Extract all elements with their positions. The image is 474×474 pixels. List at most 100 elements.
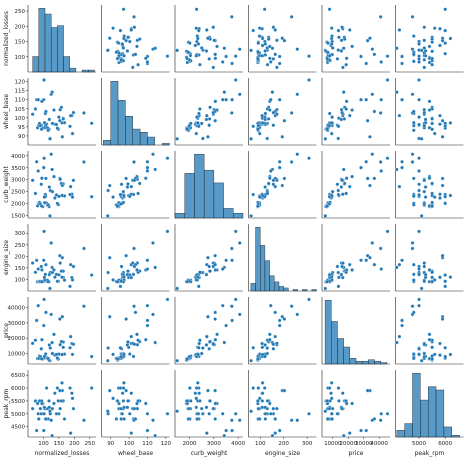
scatter-point [336, 192, 341, 197]
scatter-point [430, 275, 434, 280]
scatter-point [136, 191, 140, 196]
scatter-point [419, 286, 424, 291]
hist-bar [404, 423, 413, 438]
scatter-point [204, 405, 209, 410]
scatter-point [55, 126, 60, 131]
y-tick-label: 90 [18, 134, 25, 140]
scatter-point [237, 47, 242, 52]
scatter-point [329, 26, 334, 30]
scatter-point [443, 279, 448, 284]
scatter-point [438, 341, 442, 346]
scatter-point [336, 136, 341, 141]
scatter-point [323, 136, 328, 141]
scatter-point [341, 65, 345, 70]
scatter-point [365, 176, 370, 181]
scatter-point [251, 386, 256, 390]
scatter-point [422, 354, 427, 359]
scatter-point [260, 345, 265, 350]
scatter-point [89, 386, 94, 390]
scatter-point [229, 304, 234, 309]
scatter-point [397, 184, 402, 189]
scatter-point [347, 28, 352, 32]
scatter-point [39, 182, 44, 187]
scatter-point [325, 399, 330, 403]
scatter-point [417, 182, 421, 187]
scatter-point [68, 113, 73, 118]
scatter-point [89, 354, 94, 359]
scatter-point [271, 182, 276, 187]
scatter-point [132, 264, 137, 269]
scatter-point [119, 354, 124, 359]
scatter-point [271, 25, 276, 30]
scatter-point [153, 46, 158, 51]
scatter-point [326, 41, 330, 45]
scatter-point [107, 314, 112, 319]
scatter-point [417, 60, 421, 64]
scatter-point [256, 50, 260, 55]
x-tick-label: 4000 [231, 441, 245, 447]
scatter-point [337, 399, 341, 403]
y-axis-label: peak_rpm [3, 388, 10, 418]
scatter-point [430, 204, 434, 208]
x-tick-label: 2000 [183, 441, 197, 447]
scatter-point [145, 318, 150, 323]
scatter-point [71, 264, 76, 269]
scatter-point [336, 270, 341, 275]
scatter-point [422, 279, 427, 284]
scatter-point [208, 339, 212, 344]
y-axis-label: engine_size [3, 240, 10, 275]
scatter-point [265, 62, 270, 67]
y-tick-label: 300 [15, 231, 26, 237]
scatter-point [263, 343, 267, 347]
scatter-point [213, 310, 218, 315]
scatter-point [49, 418, 54, 423]
scatter-point [118, 345, 123, 350]
scatter-point [197, 111, 201, 116]
hist-bar [203, 169, 215, 219]
scatter-point [213, 401, 218, 406]
scatter-point [52, 108, 56, 112]
scatter-point [50, 265, 54, 270]
scatter-point [165, 229, 170, 234]
scatter-point [121, 7, 126, 12]
scatter-point [400, 318, 404, 323]
y-tick-label: 250 [15, 243, 26, 249]
scatter-point [153, 167, 158, 172]
scatter-point [229, 111, 234, 115]
hist-bar [139, 132, 148, 146]
scatter-point [327, 54, 332, 58]
scatter-point [249, 214, 253, 218]
scatter-point [257, 417, 262, 421]
scatter-point [175, 286, 179, 291]
scatter-point [329, 131, 334, 136]
hist-bar [50, 27, 58, 73]
scatter-point [257, 396, 262, 401]
scatter-point [215, 332, 219, 337]
scatter-point [307, 78, 311, 82]
scatter-point [370, 241, 375, 245]
scatter-point [125, 185, 130, 189]
scatter-point [330, 46, 335, 50]
scatter-point [185, 127, 189, 132]
scatter-point [230, 61, 234, 66]
scatter-point [323, 409, 328, 414]
scatter-point [265, 346, 270, 350]
scatter-point [260, 352, 265, 357]
scatter-point [42, 411, 46, 416]
hist-bar [420, 399, 429, 438]
scatter-point [438, 43, 442, 48]
scatter-point [89, 121, 94, 126]
scatter-point [230, 318, 234, 323]
x-tick-label: 100 [38, 441, 49, 447]
scatter-point [271, 178, 276, 183]
scatter-point [53, 275, 57, 279]
y-tick-label: 95 [18, 125, 25, 131]
scatter-point [143, 337, 148, 342]
scatter-point [282, 317, 287, 321]
scatter-point [330, 417, 334, 421]
scatter-point [222, 46, 227, 51]
scatter-point [397, 28, 402, 32]
scatter-point [411, 52, 416, 57]
scatter-point [251, 345, 256, 350]
scatter-point [198, 399, 202, 403]
